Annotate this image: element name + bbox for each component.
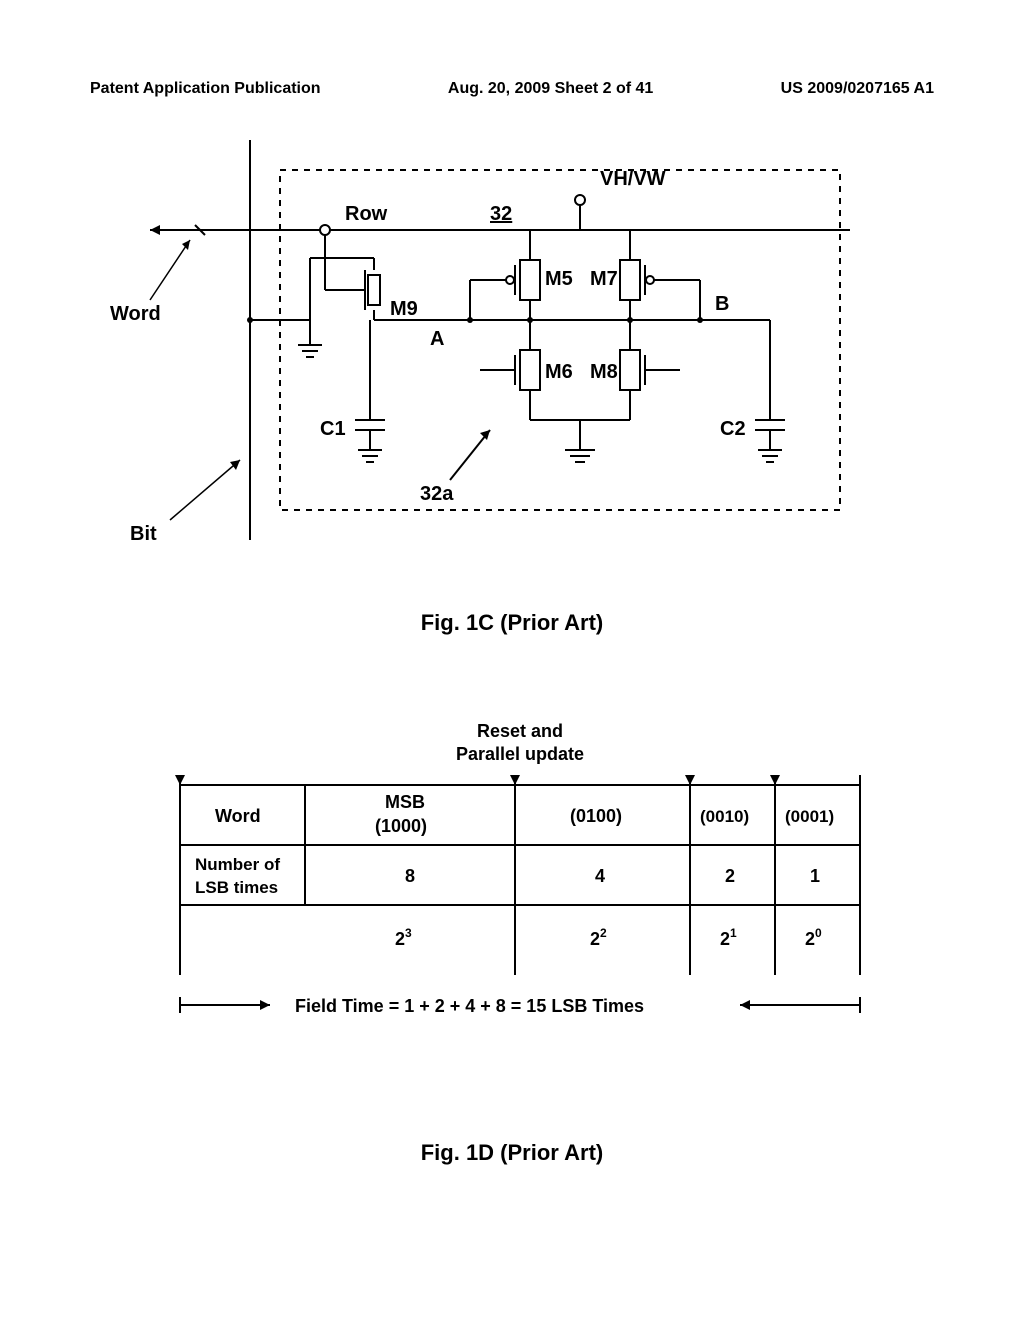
ref32-label: 32 — [490, 203, 512, 225]
timing-header: Reset and Parallel update — [170, 720, 870, 767]
b-label: B — [715, 293, 729, 315]
timing-diagram: Reset and Parallel update Word MSB (1000… — [170, 720, 870, 1060]
svg-text:Field Time = 1 + 2 + 4 + 8 = 1: Field Time = 1 + 2 + 4 + 8 = 15 LSB Time… — [295, 996, 644, 1016]
svg-text:21: 21 — [720, 926, 737, 949]
svg-text:20: 20 — [805, 926, 822, 949]
fig1d-caption: Fig. 1D (Prior Art) — [0, 1140, 1024, 1166]
svg-text:Number of: Number of — [195, 855, 280, 874]
circuit-svg: VH/VW Row 32 Word Bit M5 M7 M6 M8 M9 A B… — [110, 140, 850, 560]
m9-label: M9 — [390, 298, 418, 320]
svg-text:22: 22 — [590, 926, 607, 949]
svg-text:1: 1 — [810, 866, 820, 886]
svg-text:2: 2 — [725, 866, 735, 886]
vhvw-label: VH/VW — [600, 168, 666, 190]
svg-text:LSB times: LSB times — [195, 878, 278, 897]
bit-label: Bit — [130, 523, 157, 545]
m8-label: M8 — [590, 361, 618, 383]
reset-line2: Parallel update — [170, 743, 870, 766]
m7-label: M7 — [590, 268, 618, 290]
page-header: Patent Application Publication Aug. 20, … — [0, 80, 1024, 98]
c1-label: C1 — [320, 418, 346, 440]
circuit-diagram: VH/VW Row 32 Word Bit M5 M7 M6 M8 M9 A B… — [110, 140, 850, 560]
fig1c-caption: Fig. 1C (Prior Art) — [0, 610, 1024, 636]
svg-text:(0100): (0100) — [570, 806, 622, 826]
ref32a-label: 32a — [420, 483, 454, 505]
m6-label: M6 — [545, 361, 573, 383]
c2-label: C2 — [720, 418, 746, 440]
header-left: Patent Application Publication — [90, 80, 321, 98]
svg-text:4: 4 — [595, 866, 605, 886]
row-label: Row — [345, 203, 388, 225]
header-center: Aug. 20, 2009 Sheet 2 of 41 — [448, 80, 653, 98]
svg-text:(0001): (0001) — [785, 807, 834, 826]
svg-text:LSB: LSB — [800, 775, 836, 779]
svg-text:23: 23 — [395, 926, 412, 949]
timing-svg: Word MSB (1000) (0100) (0010) LSB (0001)… — [170, 775, 870, 1055]
svg-text:Word: Word — [215, 806, 261, 826]
svg-text:MSB: MSB — [385, 792, 425, 812]
word-label: Word — [110, 303, 161, 325]
svg-text:(1000): (1000) — [375, 816, 427, 836]
svg-text:8: 8 — [405, 866, 415, 886]
svg-text:(0010): (0010) — [700, 807, 749, 826]
m5-label: M5 — [545, 268, 573, 290]
reset-line1: Reset and — [170, 720, 870, 743]
a-label: A — [430, 328, 444, 350]
header-right: US 2009/0207165 A1 — [781, 80, 934, 98]
